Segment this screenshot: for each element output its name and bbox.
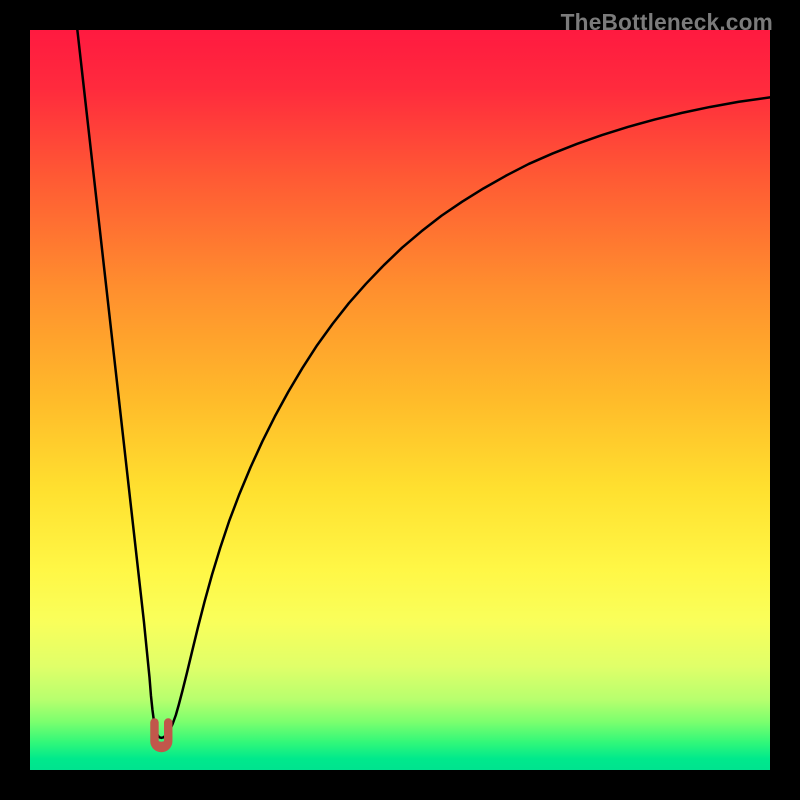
bottleneck-glyph: [150, 718, 172, 752]
plot-frame: [30, 30, 770, 770]
marker-layer: [30, 30, 770, 770]
bottleneck-chart: TheBottleneck.com: [0, 0, 800, 800]
watermark-text: TheBottleneck.com: [561, 9, 773, 36]
